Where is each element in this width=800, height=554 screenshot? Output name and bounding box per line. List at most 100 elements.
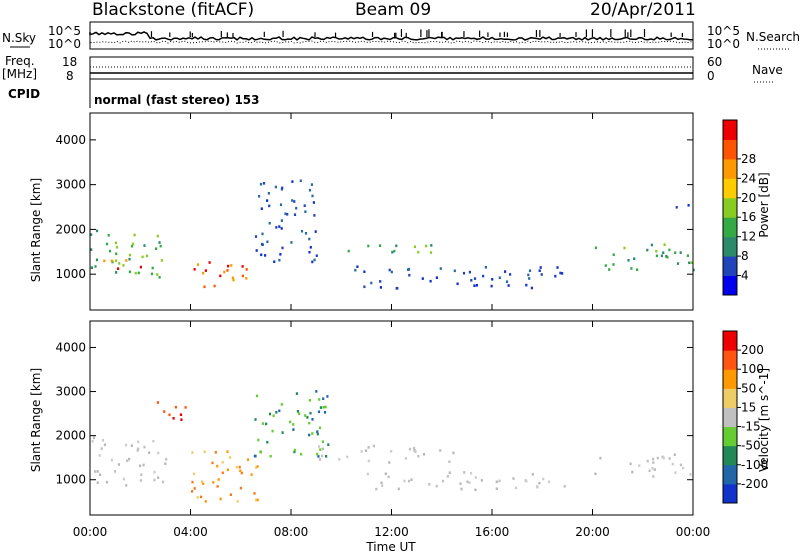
- data-cell: [105, 480, 109, 484]
- data-cell: [674, 471, 677, 474]
- colorbar-tick-label: -100: [741, 458, 768, 472]
- data-cell: [227, 264, 230, 268]
- data-cell: [99, 473, 102, 476]
- data-cell: [274, 185, 277, 189]
- data-cell: [156, 234, 159, 238]
- data-cell: [163, 410, 166, 413]
- time-axis-label: Time UT: [365, 540, 416, 554]
- data-cell: [110, 458, 113, 462]
- data-cell: [468, 270, 471, 274]
- data-cell: [673, 453, 676, 457]
- data-cell: [311, 260, 314, 264]
- data-cell: [660, 254, 663, 258]
- colorbar-swatch: [723, 120, 737, 140]
- data-cell: [153, 470, 156, 474]
- y-tick-label: 3000: [55, 178, 86, 192]
- data-cell: [238, 465, 241, 469]
- data-cell: [266, 199, 269, 202]
- data-cell: [156, 273, 159, 276]
- data-cell: [304, 414, 307, 417]
- data-cell: [462, 271, 466, 275]
- data-cell: [191, 480, 194, 484]
- data-cell: [125, 259, 128, 262]
- data-cell: [202, 271, 205, 275]
- colorbar-swatch: [723, 256, 737, 277]
- data-cell: [281, 186, 284, 190]
- data-cell: [108, 249, 112, 253]
- data-cell: [480, 479, 483, 482]
- data-cell: [303, 204, 306, 207]
- colorbar-swatch: [723, 407, 737, 428]
- colorbar-tick-label: 50: [741, 381, 756, 395]
- data-cell: [319, 406, 322, 409]
- data-cell: [193, 268, 196, 271]
- data-cell: [160, 259, 163, 262]
- data-cell: [538, 269, 541, 272]
- data-cell: [137, 447, 140, 451]
- data-cell: [261, 232, 264, 236]
- data-cell: [554, 274, 557, 278]
- data-cell: [540, 273, 543, 276]
- data-cell: [413, 449, 416, 452]
- data-cell: [157, 476, 160, 479]
- data-cell: [408, 273, 411, 277]
- data-cell: [627, 259, 630, 262]
- freq-unit: [MHz]: [2, 67, 37, 81]
- data-cell: [687, 204, 690, 207]
- data-cell: [278, 409, 281, 413]
- data-cell: [203, 285, 206, 289]
- nave-tick-low: 0: [707, 69, 715, 83]
- data-cell: [393, 249, 396, 253]
- data-cell: [435, 484, 438, 488]
- data-cell: [309, 246, 312, 249]
- data-cell: [542, 477, 545, 481]
- data-cell: [594, 472, 597, 476]
- data-cell: [322, 397, 325, 400]
- data-cell: [315, 254, 318, 257]
- data-cell: [216, 485, 219, 488]
- data-cell: [289, 420, 292, 424]
- data-cell: [528, 277, 531, 280]
- cpid-label: CPID: [8, 87, 40, 101]
- data-cell: [674, 251, 677, 254]
- colorbar-swatch: [723, 197, 737, 218]
- data-cell: [134, 271, 137, 275]
- data-cell: [229, 456, 232, 459]
- data-cell: [117, 267, 120, 270]
- nave-tick-high: 60: [707, 55, 722, 69]
- colorbar-tick-label: -15: [741, 420, 761, 434]
- data-cell: [367, 446, 370, 449]
- data-cell: [504, 270, 507, 273]
- data-cell: [428, 483, 431, 486]
- data-cell: [202, 482, 205, 485]
- data-cell: [96, 481, 99, 484]
- data-cell: [682, 466, 685, 470]
- data-cell: [231, 276, 234, 280]
- colorbar-swatch: [723, 445, 737, 466]
- data-cell: [459, 482, 462, 485]
- data-cell: [279, 253, 282, 256]
- data-cell: [460, 487, 463, 491]
- data-cell: [267, 192, 270, 195]
- data-cell: [232, 278, 235, 282]
- data-cell: [230, 264, 233, 267]
- data-cell: [692, 268, 695, 272]
- data-cell: [142, 463, 145, 467]
- data-cell: [298, 412, 301, 415]
- data-cell: [474, 488, 477, 492]
- data-cell: [259, 182, 263, 186]
- data-cell: [115, 271, 118, 274]
- data-cell: [391, 250, 394, 254]
- data-cell: [107, 234, 110, 237]
- data-cell: [133, 233, 136, 237]
- data-cell: [612, 263, 615, 266]
- data-cell: [113, 470, 117, 473]
- colorbar-swatch: [723, 464, 737, 485]
- data-cell: [208, 261, 211, 264]
- colorbar-tick-label: 100: [741, 362, 764, 376]
- colorbar-tick-label: 4: [741, 269, 749, 283]
- colorbar-swatch: [723, 350, 737, 370]
- date-title: 20/Apr/2011: [590, 0, 696, 20]
- data-cell: [256, 498, 259, 502]
- data-cell: [452, 451, 455, 455]
